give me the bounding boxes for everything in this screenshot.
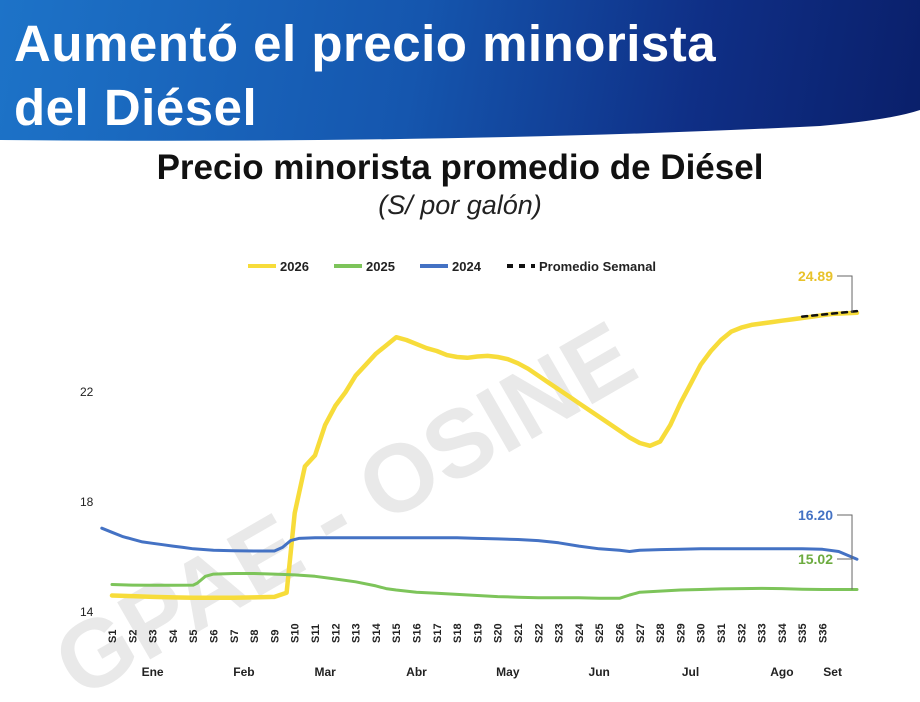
x-tick-label: S24 xyxy=(574,623,586,643)
x-tick-label: S10 xyxy=(290,623,302,643)
month-label: Ago xyxy=(770,665,793,679)
y-tick-label: 18 xyxy=(80,495,94,509)
x-tick-label: S26 xyxy=(615,623,627,643)
series-line-2025 xyxy=(110,572,859,600)
legend-label-promedio-semanal: Promedio Semanal xyxy=(539,259,656,274)
x-tick-label: S18 xyxy=(452,623,464,643)
chart-subtitle: (S/ por galón) xyxy=(378,190,542,220)
x-tick-label: S34 xyxy=(777,623,789,643)
banner-curve-decoration xyxy=(0,110,920,146)
line-chart: GPAE - OSINE 2026 2025 2024 Promedio Semana… xyxy=(37,259,860,702)
month-label: May xyxy=(496,665,520,679)
callout-line-2026 xyxy=(837,275,853,313)
series-line-promedio-semanal xyxy=(800,309,859,318)
x-tick-label: S7 xyxy=(229,630,241,643)
x-tick-label: S6 xyxy=(209,630,221,643)
legend-label-2026: 2026 xyxy=(280,259,309,274)
callout-line-2024 xyxy=(837,514,853,560)
x-tick-label: S17 xyxy=(432,623,444,643)
month-label: Set xyxy=(823,665,842,679)
x-tick-label: S12 xyxy=(330,623,342,643)
x-tick-label: S14 xyxy=(371,623,383,643)
title-banner: Aumentó el precio minorista del Diésel xyxy=(0,0,920,146)
x-tick-label: S9 xyxy=(269,630,281,643)
month-label: Abr xyxy=(406,665,427,679)
series-line-2026 xyxy=(109,310,860,600)
x-tick-label: S20 xyxy=(493,623,505,643)
x-tick-label: S3 xyxy=(148,630,160,643)
legend-label-2025: 2025 xyxy=(366,259,395,274)
y-tick-label: 14 xyxy=(80,605,94,619)
x-tick-label: S35 xyxy=(797,623,809,643)
x-tick-label: S30 xyxy=(696,623,708,643)
x-tick-label: S25 xyxy=(594,623,606,643)
x-tick-label: S1 xyxy=(107,630,119,643)
legend-label-2024: 2024 xyxy=(452,259,482,274)
x-tick-label: S21 xyxy=(513,623,525,643)
x-tick-label: S16 xyxy=(412,623,424,643)
x-tick-label: S13 xyxy=(351,623,363,643)
month-label: Ene xyxy=(142,665,164,679)
x-tick-label: S32 xyxy=(736,623,748,643)
end-value-label-2025: 15.02 xyxy=(798,551,833,567)
month-label: Jul xyxy=(682,665,699,679)
x-tick-label: S36 xyxy=(818,623,830,643)
end-value-label-2024: 16.20 xyxy=(798,507,833,523)
end-value-label-2026: 24.89 xyxy=(798,268,833,284)
callout-line-2025 xyxy=(837,558,853,590)
x-tick-label: S22 xyxy=(533,623,545,643)
headline-line-2: del Diésel xyxy=(14,79,258,136)
x-tick-label: S27 xyxy=(635,623,647,643)
y-tick-label: 22 xyxy=(80,385,94,399)
x-tick-label: S23 xyxy=(554,623,566,643)
x-tick-label: S29 xyxy=(675,623,687,643)
month-label: Jun xyxy=(589,665,610,679)
x-tick-label: S5 xyxy=(188,630,200,643)
x-tick-label: S8 xyxy=(249,630,261,643)
x-tick-label: S28 xyxy=(655,623,667,643)
x-tick-label: S19 xyxy=(472,623,484,643)
month-label: Mar xyxy=(314,665,336,679)
x-tick-label: S2 xyxy=(127,630,139,643)
chart-title: Precio minorista promedio de Diésel xyxy=(156,148,764,187)
headline-line-1: Aumentó el precio minorista xyxy=(14,15,717,72)
series-line-2024 xyxy=(100,526,859,561)
month-label: Feb xyxy=(233,665,254,679)
x-tick-label: S11 xyxy=(310,624,322,643)
x-tick-label: S4 xyxy=(168,629,180,643)
x-tick-label: S31 xyxy=(716,623,728,643)
x-tick-label: S33 xyxy=(757,623,769,643)
x-tick-label: S15 xyxy=(391,623,403,643)
